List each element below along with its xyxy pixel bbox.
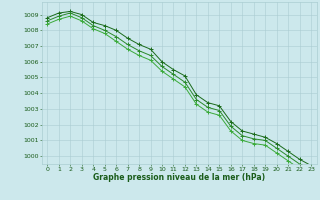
X-axis label: Graphe pression niveau de la mer (hPa): Graphe pression niveau de la mer (hPa) [93,173,265,182]
